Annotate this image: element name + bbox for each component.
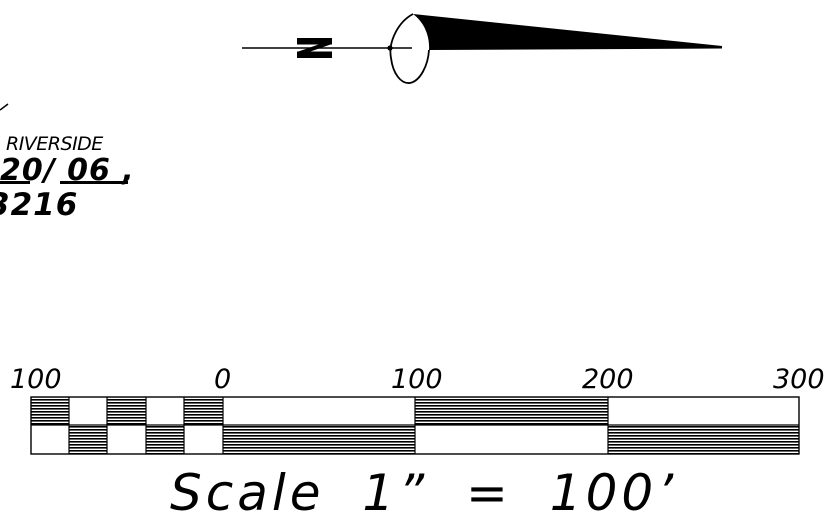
scale-cell bbox=[184, 397, 223, 425]
scale-tick-label: 100 bbox=[391, 364, 443, 395]
scale-caption: Scale 1” = 100’ bbox=[170, 464, 678, 522]
stamp-underline-1 bbox=[0, 181, 30, 184]
north-arrow-icon bbox=[242, 13, 722, 84]
stamp-underline-2 bbox=[60, 181, 128, 184]
stamp-number: 3216 bbox=[0, 187, 79, 223]
scale-cell bbox=[31, 425, 69, 454]
scale-cell bbox=[184, 425, 223, 454]
scale-cell bbox=[223, 425, 415, 454]
scale-tick-label: 200 bbox=[582, 364, 634, 395]
scale-cell bbox=[69, 397, 107, 425]
scale-cell bbox=[69, 425, 107, 454]
edge-mark bbox=[0, 103, 9, 111]
scale-cell bbox=[107, 425, 146, 454]
scale-cell bbox=[223, 397, 415, 425]
stamp-county: RIVERSIDE bbox=[6, 133, 103, 155]
scale-tick-label: 300 bbox=[773, 364, 825, 395]
scale-bar bbox=[30, 396, 800, 455]
scale-cell bbox=[31, 397, 69, 425]
scale-cell bbox=[608, 397, 799, 425]
scale-tick-label: 100 bbox=[10, 364, 62, 395]
scale-cell bbox=[415, 397, 608, 425]
scale-cell bbox=[146, 397, 184, 425]
north-n-glyph bbox=[297, 38, 332, 58]
scale-cell bbox=[107, 397, 146, 425]
scale-tick-label: 0 bbox=[214, 364, 232, 395]
scale-cell bbox=[608, 425, 799, 454]
scale-cell bbox=[415, 425, 608, 454]
scale-cell bbox=[146, 425, 184, 454]
